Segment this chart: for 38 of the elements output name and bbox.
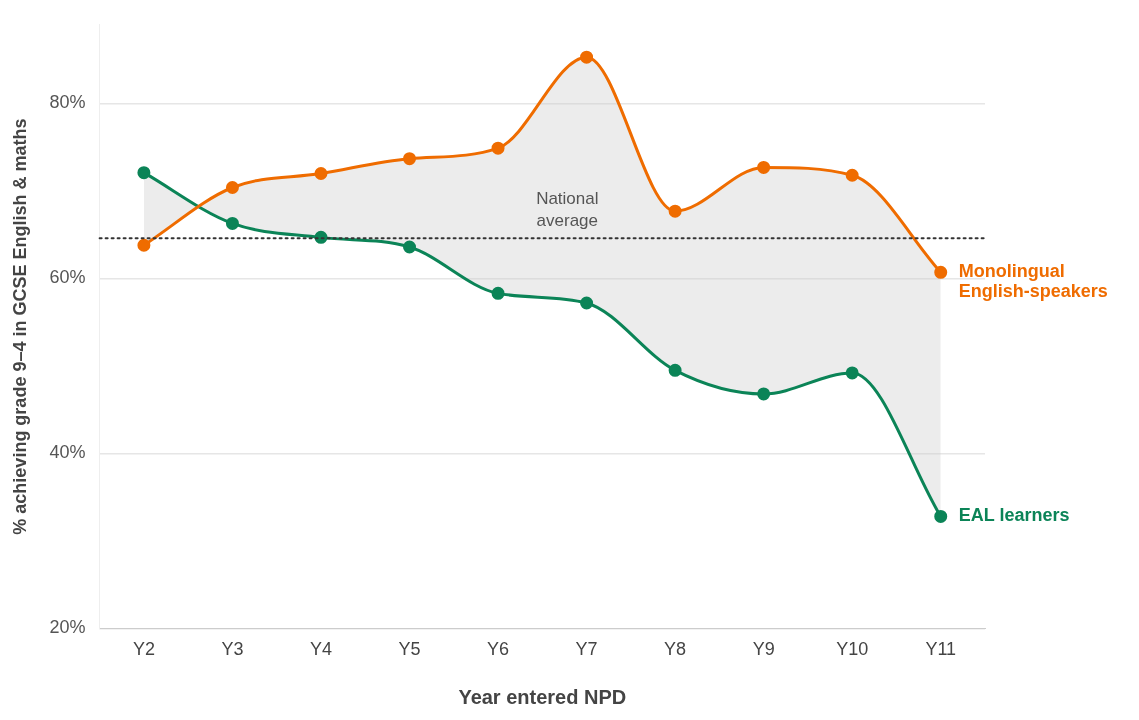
point xyxy=(668,204,682,218)
point xyxy=(403,152,417,166)
y-tick-label: 20% xyxy=(49,617,86,638)
x-tick-label: Y3 xyxy=(221,639,244,660)
point xyxy=(934,509,948,523)
x-tick-label: Y10 xyxy=(836,639,869,660)
point xyxy=(491,141,505,155)
x-tick-label: Y5 xyxy=(398,639,421,660)
x-tick-label: Y7 xyxy=(575,639,598,660)
y-tick-label: 40% xyxy=(49,442,86,463)
point xyxy=(757,160,771,174)
point xyxy=(225,216,239,230)
point xyxy=(580,50,594,64)
y-axis-title: % achieving grade 9–4 in GCSE English & maths xyxy=(9,118,30,535)
point xyxy=(137,238,151,252)
point xyxy=(225,181,239,195)
y-tick-label: 80% xyxy=(49,92,86,113)
x-tick-label: Y11 xyxy=(925,639,957,660)
series-label: EAL learners xyxy=(958,505,1070,526)
x-tick-label: Y9 xyxy=(752,639,775,660)
x-tick-label: Y8 xyxy=(664,639,687,660)
point xyxy=(845,366,859,380)
point xyxy=(137,166,151,180)
point xyxy=(403,240,417,254)
point xyxy=(580,296,594,310)
point xyxy=(757,387,771,401)
point xyxy=(314,167,328,181)
x-tick-label: Y6 xyxy=(487,639,510,660)
x-tick-label: Y2 xyxy=(132,639,155,660)
x-tick-label: Y4 xyxy=(309,639,332,660)
y-tick-label: 60% xyxy=(49,267,86,288)
point xyxy=(491,286,505,300)
point xyxy=(668,363,682,377)
x-axis-title: Year entered NPD xyxy=(458,685,627,708)
ref-line-label: National average xyxy=(536,189,599,231)
point xyxy=(934,265,948,279)
point xyxy=(845,168,859,182)
series-label: Monolingual English-speakers xyxy=(958,261,1108,302)
